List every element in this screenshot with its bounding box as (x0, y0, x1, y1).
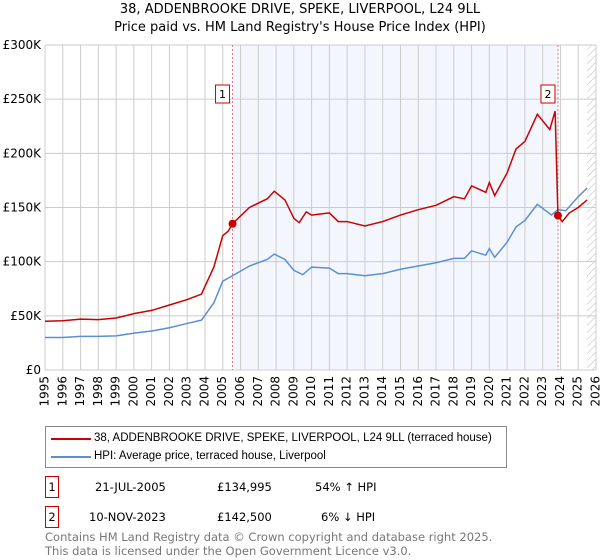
marker-label: 2 (544, 88, 551, 101)
marker-label: 1 (219, 88, 226, 101)
x-tick-label: 2001 (144, 376, 158, 407)
sale-point (228, 219, 237, 228)
x-tick-label: 2019 (464, 376, 478, 407)
x-tick-label: 1996 (55, 376, 69, 407)
x-tick-label: 2007 (251, 376, 265, 407)
y-tick-label: £250K (3, 92, 43, 106)
x-tick-label: 2002 (162, 376, 176, 407)
chart-subtitle: Price paid vs. HM Land Registry's House … (114, 20, 486, 35)
chart-title: 38, ADDENBROOKE DRIVE, SPEKE, LIVERPOOL,… (119, 2, 481, 17)
transaction-row: 1 21-JUL-2005 £134,995 54% ↑ HPI (45, 476, 445, 498)
y-tick-label: £50K (10, 309, 42, 323)
legend-label-property: 38, ADDENBROOKE DRIVE, SPEKE, LIVERPOOL,… (94, 432, 492, 444)
marker-badge (215, 84, 231, 104)
x-tick-label: 2000 (126, 376, 140, 407)
x-tick-label: 2004 (197, 376, 211, 407)
date: 21-JUL-2005 (95, 480, 166, 494)
marker-badge: 1 (45, 476, 59, 498)
x-tick-label: 2011 (322, 376, 336, 407)
x-tick-label: 1995 (38, 376, 52, 407)
sale-point (553, 211, 562, 220)
hpi-change: 6% ↓ HPI (321, 510, 376, 524)
x-tick-label: 2012 (340, 376, 354, 407)
x-tick-label: 2015 (393, 376, 407, 407)
x-tick-label: 1998 (91, 376, 105, 407)
x-tick-label: 2005 (215, 376, 229, 407)
x-tick-label: 1999 (109, 376, 123, 407)
x-tick-label: 2010 (304, 376, 318, 407)
transaction-row: 2 10-NOV-2023 £142,500 6% ↓ HPI (45, 506, 445, 528)
x-tick-label: 2003 (180, 376, 194, 407)
x-tick-label: 1997 (73, 376, 87, 407)
x-tick-label: 2014 (375, 376, 389, 407)
x-tick-label: 2009 (286, 376, 300, 407)
legend: 38, ADDENBROOKE DRIVE, SPEKE, LIVERPOOL,… (45, 426, 507, 468)
x-tick-label: 2017 (429, 376, 443, 407)
marker-badge: 2 (45, 506, 59, 528)
legend-swatch-hpi (51, 456, 91, 458)
date: 10-NOV-2023 (89, 510, 166, 524)
x-tick-label: 2018 (446, 376, 460, 407)
y-tick-label: £100K (3, 255, 43, 269)
x-tick-label: 2025 (571, 376, 585, 407)
x-tick-label: 2026 (589, 376, 600, 407)
y-tick-label: £200K (3, 146, 43, 160)
y-tick-label: £0 (26, 363, 41, 377)
x-tick-label: 2023 (535, 376, 549, 407)
price-chart: 1995 1996 1997 1998 1999 2000 2001 2002 2003 2004… (3, 38, 600, 407)
price: £142,500 (217, 510, 272, 524)
x-tick-label: 2024 (553, 376, 567, 407)
legend-label-hpi: HPI: Average price, terraced house, Live… (94, 450, 326, 462)
x-tick-label: 2006 (233, 376, 247, 407)
series-line-property (44, 110, 588, 322)
x-tick-label: 2020 (482, 376, 496, 407)
x-tick-label: 2013 (357, 376, 371, 407)
price: £134,995 (217, 480, 272, 494)
y-tick-label: £150K (3, 201, 43, 215)
x-tick-label: 2021 (500, 376, 514, 407)
x-tick-label: 2008 (269, 376, 283, 407)
footer-line-1: Contains HM Land Registry data © Crown c… (45, 530, 493, 544)
series-line-hpi (45, 187, 588, 339)
legend-swatch-property (51, 438, 91, 440)
footer-line-2: This data is licensed under the Open Gov… (45, 544, 412, 558)
y-tick-label: £300K (3, 38, 43, 52)
x-tick-label: 2022 (517, 376, 531, 407)
hpi-change: 54% ↑ HPI (315, 480, 377, 494)
marker-badge (540, 84, 556, 104)
x-tick-label: 2016 (411, 376, 425, 407)
